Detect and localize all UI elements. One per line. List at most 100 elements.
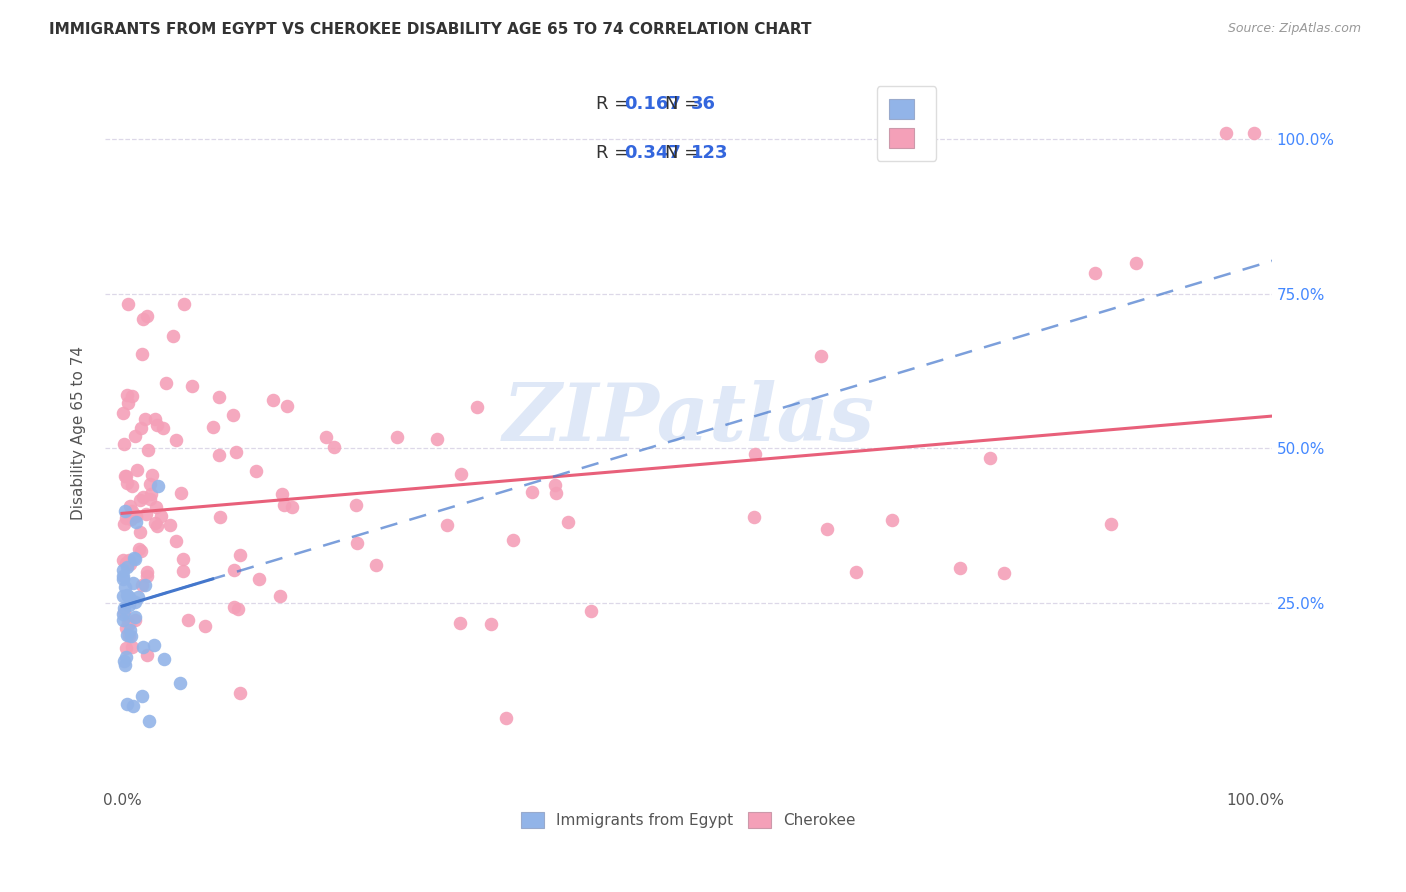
Point	[1125, 256, 1147, 270]
Point	[134, 412, 156, 426]
Point	[129, 544, 152, 558]
Point	[136, 442, 159, 457]
Point	[269, 589, 291, 603]
Point	[169, 676, 191, 690]
Point	[125, 509, 148, 524]
Point	[1215, 126, 1237, 140]
Point	[450, 467, 472, 481]
Point	[208, 390, 231, 404]
Point	[118, 557, 141, 571]
Point	[124, 552, 146, 566]
Point	[118, 552, 141, 566]
Point	[114, 658, 136, 673]
Point	[118, 629, 141, 643]
Point	[385, 430, 408, 444]
Point	[131, 347, 153, 361]
Point	[131, 312, 153, 326]
Point	[344, 498, 367, 512]
Point	[135, 309, 157, 323]
Point	[138, 491, 160, 506]
Point	[112, 613, 135, 627]
Text: Source: ZipAtlas.com: Source: ZipAtlas.com	[1227, 22, 1361, 36]
Point	[112, 605, 135, 619]
Point	[262, 392, 284, 407]
Point	[115, 697, 138, 711]
Point	[502, 533, 524, 547]
Point	[114, 557, 136, 571]
Point	[159, 517, 181, 532]
Point	[165, 434, 187, 448]
Point	[165, 533, 187, 548]
Point	[124, 550, 146, 565]
Point	[322, 441, 344, 455]
Point	[120, 629, 142, 643]
Point	[115, 511, 138, 525]
Point	[546, 485, 568, 500]
Point	[138, 477, 160, 491]
Point	[120, 499, 142, 513]
Point	[155, 376, 177, 390]
Point	[1099, 516, 1122, 531]
Point	[128, 525, 150, 540]
Point	[815, 522, 838, 536]
Point	[124, 613, 146, 627]
Point	[276, 399, 298, 413]
Point	[172, 564, 194, 578]
Point	[114, 580, 136, 594]
Point	[136, 565, 159, 579]
Point	[193, 619, 215, 633]
Point	[118, 598, 141, 612]
Point	[121, 479, 143, 493]
Point	[465, 401, 488, 415]
Point	[146, 417, 169, 432]
Point	[810, 349, 832, 363]
Text: 36: 36	[690, 95, 716, 112]
Point	[114, 650, 136, 665]
Point	[112, 437, 135, 451]
Point	[121, 640, 143, 654]
Point	[112, 563, 135, 577]
Point	[115, 475, 138, 490]
Point	[208, 448, 231, 462]
Point	[117, 628, 139, 642]
Point	[128, 542, 150, 557]
Point	[117, 615, 139, 629]
Point	[138, 714, 160, 728]
Point	[979, 450, 1001, 465]
Point	[120, 511, 142, 525]
Point	[146, 518, 169, 533]
Point	[121, 504, 143, 518]
Point	[115, 560, 138, 574]
Point	[118, 624, 141, 638]
Point	[139, 487, 162, 501]
Point	[124, 595, 146, 609]
Point	[557, 516, 579, 530]
Point	[112, 406, 135, 420]
Point	[118, 590, 141, 604]
Point	[201, 420, 224, 434]
Point	[145, 500, 167, 514]
Text: 0.167: 0.167	[624, 95, 681, 112]
Point	[143, 412, 166, 426]
Point	[229, 686, 252, 700]
Point	[176, 613, 198, 627]
Point	[224, 599, 246, 614]
Point	[245, 464, 267, 478]
Point	[544, 478, 567, 492]
Text: N =: N =	[665, 144, 704, 161]
Point	[114, 468, 136, 483]
Point	[114, 504, 136, 518]
Text: 0.347: 0.347	[624, 144, 681, 161]
Point	[281, 500, 304, 514]
Point	[135, 648, 157, 662]
Point	[153, 651, 176, 665]
Point	[117, 297, 139, 311]
Point	[132, 490, 155, 504]
Point	[742, 510, 765, 524]
Point	[225, 445, 247, 459]
Point	[949, 561, 972, 575]
Point	[118, 555, 141, 569]
Point	[124, 428, 146, 442]
Point	[127, 590, 149, 604]
Point	[112, 552, 135, 566]
